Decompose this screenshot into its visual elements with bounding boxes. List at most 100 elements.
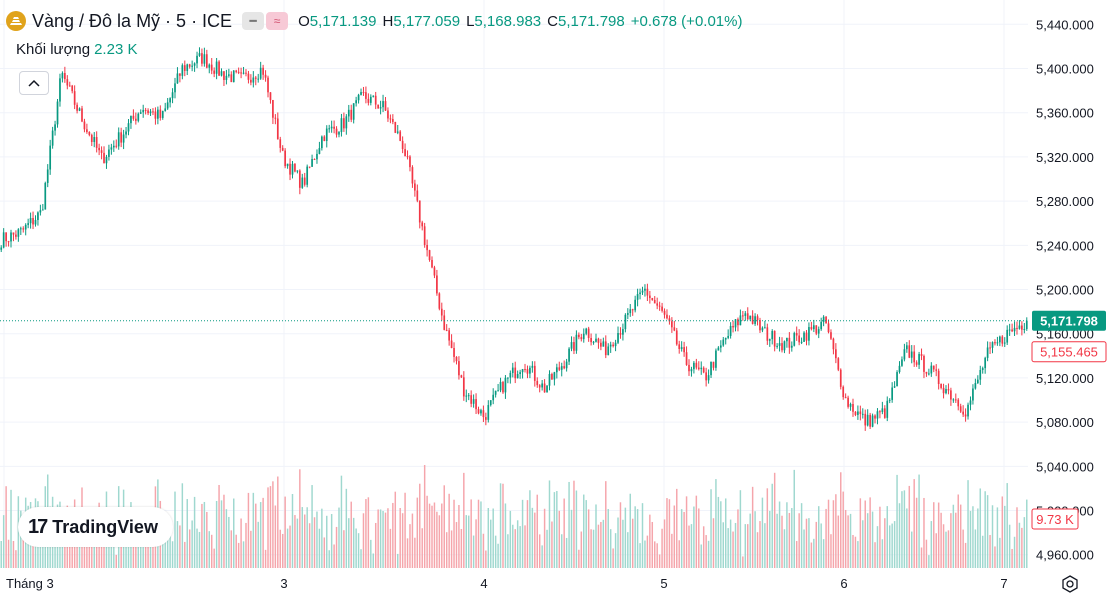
candle-body xyxy=(729,325,732,336)
volume-bar xyxy=(475,519,477,568)
volume-bar xyxy=(548,480,551,568)
candle-body xyxy=(595,338,597,342)
candle-body xyxy=(39,210,42,213)
hide-indicator-icon[interactable]: ━ xyxy=(242,12,265,30)
volume-bar xyxy=(996,507,999,568)
volume-bar xyxy=(100,534,103,568)
volume-bar xyxy=(778,501,781,568)
candle-body xyxy=(404,149,406,157)
volume-bar xyxy=(737,509,739,568)
volume-legend: Khối lượng 2.23 K xyxy=(16,41,137,58)
volume-bar xyxy=(526,500,529,568)
volume-bar xyxy=(152,534,154,568)
volume-bar xyxy=(901,491,903,568)
tradingview-logo[interactable]: 17 TradingView xyxy=(18,507,173,547)
volume-bar xyxy=(264,549,267,568)
candle-body xyxy=(864,413,867,426)
candle-body xyxy=(869,414,871,427)
candle-body xyxy=(825,316,827,324)
ohlc-high: H5,177.059 xyxy=(382,12,461,30)
candle-body xyxy=(509,372,512,378)
collapse-legend-button[interactable] xyxy=(19,71,49,95)
volume-bar xyxy=(955,512,957,568)
candle-body xyxy=(379,107,382,109)
volume-bar xyxy=(250,530,252,568)
volume-bar xyxy=(646,535,649,568)
compare-icon[interactable]: ≈ xyxy=(266,12,289,30)
candle-body xyxy=(798,335,801,343)
volume-bar xyxy=(502,483,504,568)
ohlc-close: C5,171.798 xyxy=(547,12,625,30)
candle-body xyxy=(854,411,857,415)
candle-body xyxy=(325,128,328,142)
candle-body xyxy=(59,78,61,102)
candle-body xyxy=(538,385,541,388)
volume-bar xyxy=(460,528,463,568)
candle-body xyxy=(866,414,869,426)
candle-body xyxy=(83,121,86,130)
candle-body xyxy=(455,356,458,362)
volume-bar xyxy=(654,541,656,568)
candle-body xyxy=(903,349,906,360)
candle-body xyxy=(220,71,223,76)
candle-body xyxy=(316,153,318,160)
candle-body xyxy=(489,400,492,406)
volume-bar xyxy=(639,543,641,568)
candle-body xyxy=(634,299,637,311)
volume-bar xyxy=(888,525,891,568)
volume-bar xyxy=(840,472,842,568)
volume-bar xyxy=(911,531,913,568)
volume-bar xyxy=(289,525,291,568)
volume-bar xyxy=(940,512,942,568)
candle-body xyxy=(668,318,671,322)
volume-bar xyxy=(379,509,382,568)
volume-bar xyxy=(925,539,928,568)
candle-body xyxy=(812,325,815,330)
prev-close-label: 5,155.465 xyxy=(1040,345,1098,360)
volume-bar xyxy=(847,515,849,568)
volume-bar xyxy=(859,498,862,568)
chevron-up-icon xyxy=(28,76,40,90)
price-axis[interactable]: 4,960.0005,000.0005,040.0005,080.0005,12… xyxy=(1036,17,1094,562)
candle-body xyxy=(1011,329,1013,332)
volume-bar xyxy=(345,488,348,568)
candle-body xyxy=(727,335,730,338)
candle-body xyxy=(822,316,825,322)
candle-body xyxy=(458,361,460,376)
candle-body xyxy=(639,292,641,295)
volume-bar xyxy=(886,506,888,568)
volume-bar xyxy=(952,504,955,568)
candle-body xyxy=(979,370,982,380)
candle-body xyxy=(132,115,135,119)
candle-body xyxy=(928,373,930,375)
volume-bar xyxy=(0,540,2,568)
candle-body xyxy=(835,349,837,359)
volume-bar xyxy=(516,520,519,568)
candle-body xyxy=(86,129,88,133)
volume-bar xyxy=(830,534,832,568)
volume-bar xyxy=(1001,496,1004,568)
candle-body xyxy=(954,399,957,401)
volume-bar xyxy=(683,511,685,568)
candle-body xyxy=(871,415,874,427)
volume-bar xyxy=(441,503,443,568)
time-axis[interactable]: Tháng 3 3 4 5 6 7 xyxy=(6,576,1008,591)
candle-body xyxy=(976,379,979,384)
candle-body xyxy=(223,71,225,80)
candle-body xyxy=(134,118,137,121)
candle-body xyxy=(908,345,911,358)
candle-body xyxy=(433,267,436,276)
candle-body xyxy=(901,359,903,366)
volume-bar xyxy=(465,515,468,568)
symbol-title[interactable]: Vàng / Đô la Mỹ · 5 · ICE xyxy=(32,10,233,31)
volume-bar xyxy=(201,503,203,568)
volume-bar xyxy=(1026,499,1028,568)
volume-bar xyxy=(247,492,250,568)
chart-settings-icon[interactable] xyxy=(1060,574,1080,594)
volume-bar xyxy=(933,502,935,568)
volume-bar xyxy=(406,538,409,568)
volume-bar xyxy=(220,500,223,568)
candle-body xyxy=(181,65,184,76)
candle-body xyxy=(839,369,842,387)
